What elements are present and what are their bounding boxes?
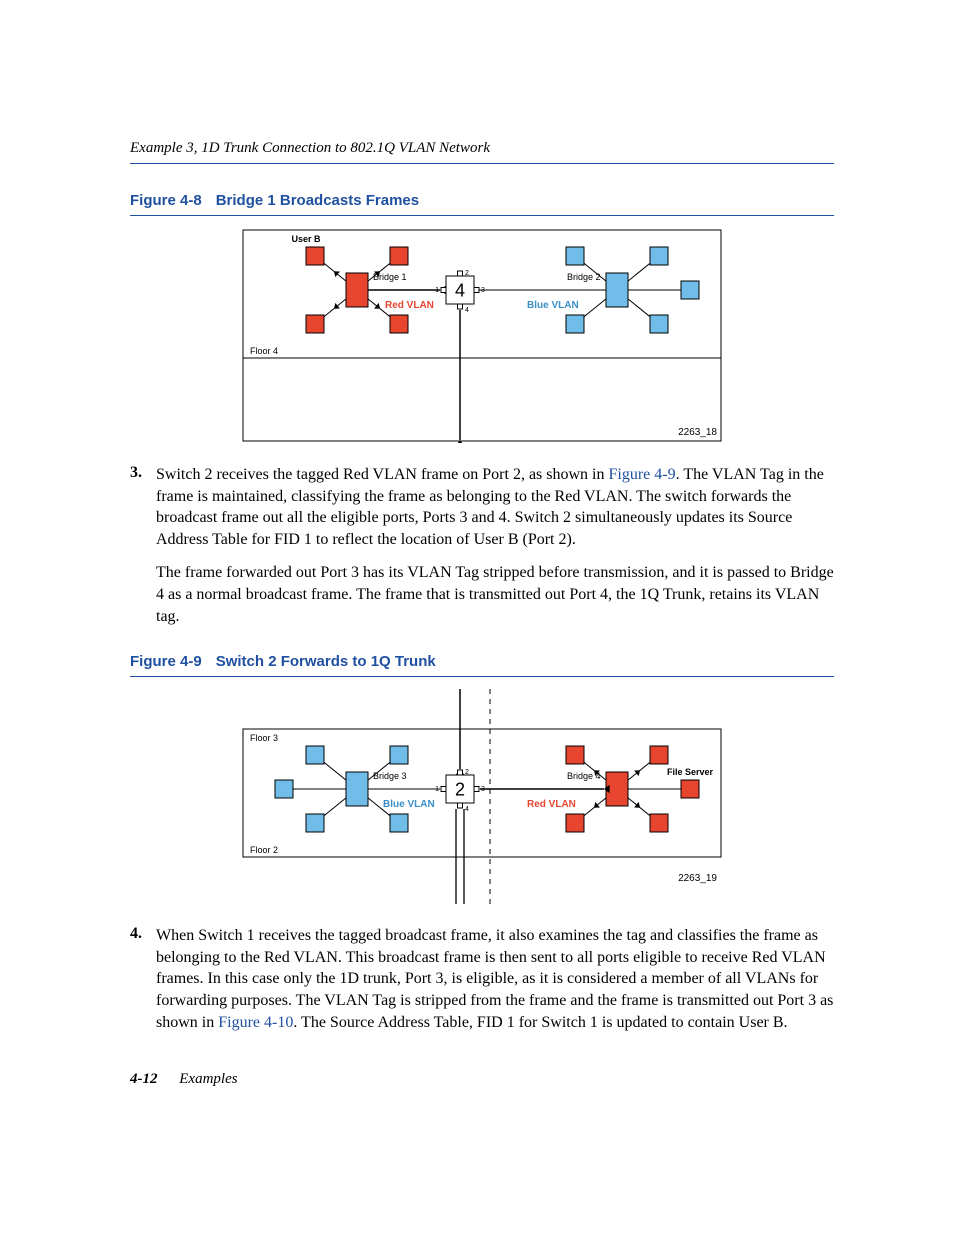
svg-text:4: 4 xyxy=(465,307,469,314)
figure-4-8: Floor 4 Bridge 1 Red VLAN User B Bridge 2 Blu… xyxy=(242,228,722,448)
svg-text:Floor 3: Floor 3 xyxy=(250,733,278,743)
figure-4-9: Floor 3 Floor 2 Bridge 3 Blue VLAN Bridge 4 R… xyxy=(242,689,722,909)
svg-text:2263_18: 2263_18 xyxy=(678,427,717,438)
figure-4-9-caption: Figure 4-9 Switch 2 Forwards to 1Q Trunk xyxy=(130,653,834,670)
svg-text:Bridge 2: Bridge 2 xyxy=(567,272,601,282)
page: Example 3, 1D Trunk Connection to 802.1Q… xyxy=(0,0,954,1148)
figure-4-9-title: Switch 2 Forwards to 1Q Trunk xyxy=(216,653,436,670)
svg-text:File Server: File Server xyxy=(667,767,714,777)
para4-text1b: . The Source Address Table, FID 1 for Sw… xyxy=(293,1014,787,1031)
svg-text:1: 1 xyxy=(435,287,439,294)
svg-text:3: 3 xyxy=(481,786,485,793)
list-number-3: 3. xyxy=(130,464,156,639)
svg-text:4: 4 xyxy=(455,280,465,300)
svg-text:1: 1 xyxy=(435,786,439,793)
svg-text:Bridge 3: Bridge 3 xyxy=(373,771,407,781)
svg-text:Bridge 1: Bridge 1 xyxy=(373,272,407,282)
figure-4-8-rule xyxy=(130,215,834,216)
figure-4-8-svg: Floor 4 Bridge 1 Red VLAN User B Bridge 2 Blu… xyxy=(242,228,722,443)
figure-4-8-num: Figure 4-8 xyxy=(130,192,202,209)
page-footer: 4-12 Examples xyxy=(130,1071,834,1088)
list-text-3: Switch 2 receives the tagged Red VLAN fr… xyxy=(156,464,834,639)
svg-text:Floor 4: Floor 4 xyxy=(250,346,278,356)
svg-text:Red VLAN: Red VLAN xyxy=(385,300,434,311)
figure-4-9-rule xyxy=(130,676,834,677)
svg-text:2: 2 xyxy=(455,779,465,799)
svg-text:Blue VLAN: Blue VLAN xyxy=(383,799,435,810)
svg-text:4: 4 xyxy=(465,806,469,813)
para3-text1a: Switch 2 receives the tagged Red VLAN fr… xyxy=(156,466,609,483)
figure-4-8-caption: Figure 4-8 Bridge 1 Broadcasts Frames xyxy=(130,192,834,209)
page-number: 4-12 xyxy=(130,1071,158,1087)
figure-4-9-num: Figure 4-9 xyxy=(130,653,202,670)
svg-text:2: 2 xyxy=(465,270,469,277)
header-rule xyxy=(130,163,834,164)
running-head: Example 3, 1D Trunk Connection to 802.1Q… xyxy=(130,140,834,157)
para3-text2: The frame forwarded out Port 3 has its V… xyxy=(156,562,834,627)
svg-text:Red VLAN: Red VLAN xyxy=(527,799,576,810)
figure-4-8-title: Bridge 1 Broadcasts Frames xyxy=(216,192,419,209)
svg-text:Blue VLAN: Blue VLAN xyxy=(527,300,579,311)
figure-4-9-svg: Floor 3 Floor 2 Bridge 3 Blue VLAN Bridge 4 R… xyxy=(242,689,722,904)
figure-4-10-link[interactable]: Figure 4-10 xyxy=(218,1014,293,1031)
svg-text:2: 2 xyxy=(465,769,469,776)
svg-text:Bridge 4: Bridge 4 xyxy=(567,771,601,781)
svg-text:2263_19: 2263_19 xyxy=(678,873,717,884)
svg-text:3: 3 xyxy=(481,287,485,294)
list-item-4: 4. When Switch 1 receives the tagged bro… xyxy=(130,925,834,1045)
figure-4-9-link[interactable]: Figure 4-9 xyxy=(609,466,676,483)
list-item-3: 3. Switch 2 receives the tagged Red VLAN… xyxy=(130,464,834,639)
list-text-4: When Switch 1 receives the tagged broadc… xyxy=(156,925,834,1045)
list-number-4: 4. xyxy=(130,925,156,1045)
svg-text:Floor 2: Floor 2 xyxy=(250,845,278,855)
svg-text:User B: User B xyxy=(291,234,321,244)
footer-section: Examples xyxy=(179,1071,237,1087)
